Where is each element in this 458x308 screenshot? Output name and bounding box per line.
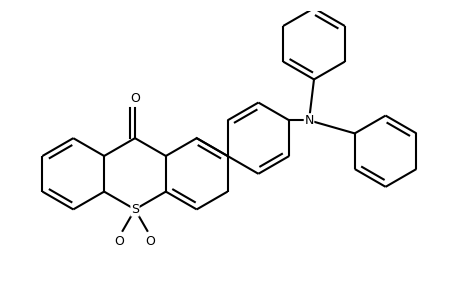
Text: N: N — [305, 114, 314, 127]
Text: O: O — [114, 235, 125, 248]
Text: O: O — [130, 92, 140, 105]
Text: S: S — [131, 203, 139, 216]
Text: O: O — [145, 235, 155, 248]
